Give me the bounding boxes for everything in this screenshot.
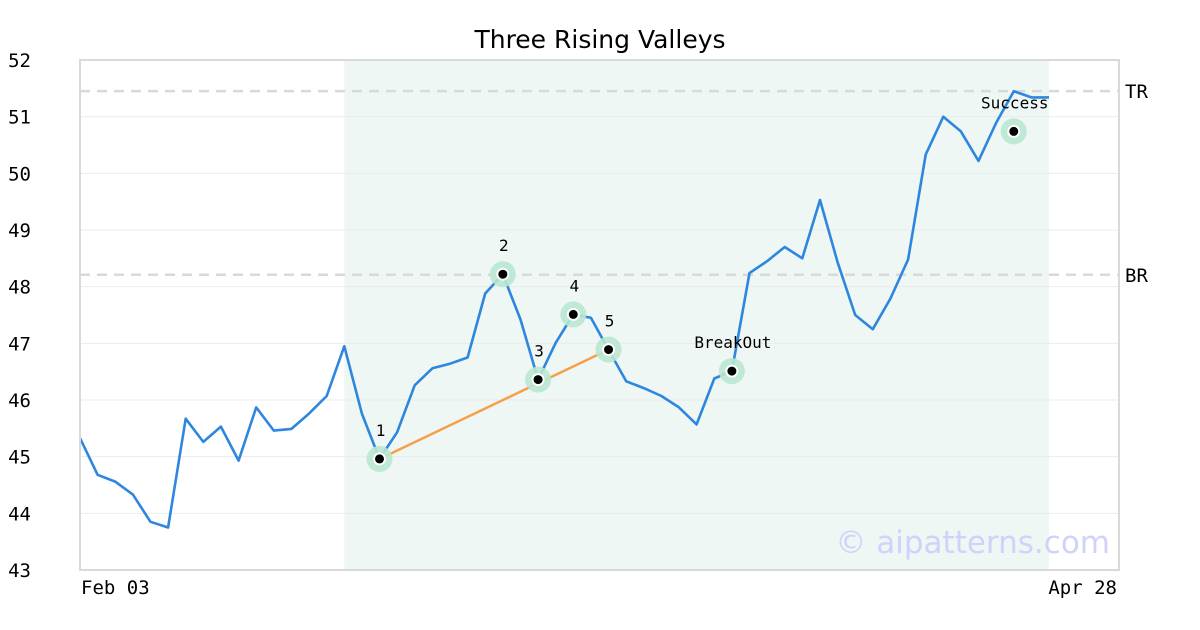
y-tick-label: 50: [8, 163, 31, 185]
y-tick-label: 51: [8, 107, 31, 129]
watermark: © aipatterns.com: [835, 525, 1110, 561]
point-marker: [566, 307, 580, 321]
point-label: 4: [569, 276, 579, 295]
point-marker: [496, 267, 510, 281]
trendline: [378, 348, 610, 461]
y-tick-label: 47: [8, 333, 31, 355]
y-tick-label: 45: [8, 447, 31, 469]
y-tick-label: 49: [8, 220, 31, 242]
y-tick-label: 48: [8, 277, 31, 299]
point-marker: [602, 343, 616, 357]
x-axis: Feb 03 Apr 28: [81, 577, 1117, 599]
plot-frame: [79, 59, 1120, 571]
level-lines: TR BR: [80, 81, 1148, 287]
watermark-layer: © aipatterns.com: [835, 525, 1110, 561]
x-tick-label: Feb 03: [81, 577, 150, 599]
point-marker: [1007, 124, 1021, 138]
price-series: [78, 89, 1049, 529]
y-axis: 43 44 45 46 47 48 49 50 51 52: [8, 50, 31, 582]
point-label: 1: [376, 421, 386, 440]
point-marker: [531, 373, 545, 387]
level-label: TR: [1125, 81, 1148, 103]
point-label: BreakOut: [694, 333, 771, 352]
point-marker: [725, 364, 739, 378]
point-label: 3: [534, 342, 544, 361]
point-label: Success: [981, 93, 1048, 112]
series-line: [78, 89, 1049, 529]
level-label: BR: [1125, 265, 1148, 287]
pattern-points: 1 2 3 4 5 BreakOut Success: [366, 93, 1048, 472]
x-tick-label: Apr 28: [1048, 577, 1117, 599]
y-tick-label: 46: [8, 390, 31, 412]
shaded-region-rect: [344, 60, 1050, 570]
chart-title: Three Rising Valleys: [473, 25, 725, 54]
shaded-region: [344, 60, 1050, 570]
grid: [80, 116, 1119, 514]
point-label: 5: [605, 312, 615, 331]
trendline-1-5: [378, 348, 610, 461]
point-label: 2: [499, 236, 509, 255]
point-marker: [373, 452, 387, 466]
y-tick-label: 44: [8, 503, 31, 525]
y-tick-label: 43: [8, 560, 31, 582]
y-tick-label: 52: [8, 50, 31, 72]
